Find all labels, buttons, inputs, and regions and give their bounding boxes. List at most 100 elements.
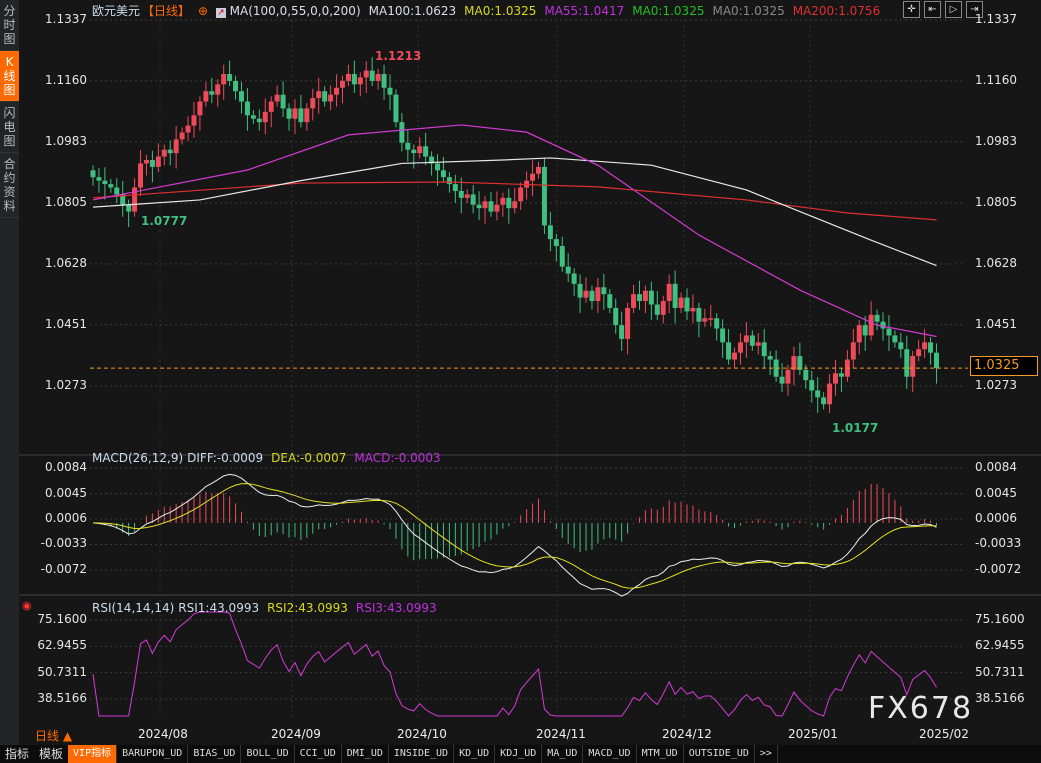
candle-body (310, 98, 316, 109)
date-tick: 2024/09 (271, 727, 321, 741)
candle-body (399, 122, 405, 143)
candle-body (856, 325, 862, 343)
candle-body (464, 194, 470, 198)
tab-kdj[interactable]: KDJ_UD (495, 745, 543, 763)
zoom-left-icon[interactable]: ⇤ (924, 1, 941, 18)
sidebar-item-contract-info[interactable]: 合约资料 (0, 153, 19, 218)
tab-macd[interactable]: MACD_UD (583, 745, 637, 763)
period-selector[interactable]: 日线 ▲ (35, 729, 73, 743)
sidebar-item-timeshare[interactable]: 分时图 (0, 0, 19, 51)
candle-body (530, 173, 536, 181)
tab-dmi[interactable]: DMI_UD (342, 745, 389, 763)
ma0-value-yellow: MA0:1.0325 (464, 4, 537, 18)
candle-body (250, 115, 256, 119)
tab-kd[interactable]: KD_UD (454, 745, 496, 763)
chart-canvas[interactable] (0, 0, 1041, 745)
tab-inside[interactable]: INSIDE_UD (389, 745, 455, 763)
candle-body (96, 177, 102, 181)
candle-body (886, 328, 892, 336)
candle-body (440, 170, 446, 178)
tab-ma[interactable]: MA_UD (542, 745, 584, 763)
rsi-alert-icon[interactable]: ◉ (22, 599, 32, 612)
candle-body (720, 328, 726, 343)
candle-body (274, 94, 280, 102)
candle-body (138, 163, 144, 188)
candle-body (393, 94, 399, 123)
sidebar-item-kline[interactable]: K线图 (0, 51, 19, 102)
tab-bias[interactable]: BIAS_UD (188, 745, 242, 763)
crosshair-icon[interactable]: ✛ (903, 1, 920, 18)
ma-params: MA(100,0,55,0,0,200) (229, 4, 361, 18)
candle-body (316, 91, 322, 99)
candle-body (387, 87, 393, 95)
macd-legend: MACD(26,12,9) DIFF:-0.0009 DEA:-0.0007 MACD… (92, 451, 449, 465)
candle-body (565, 266, 571, 274)
price-tick: 1.0451 (45, 316, 87, 331)
candle-body (488, 201, 494, 212)
candle-body (743, 335, 749, 343)
tab-indicators[interactable]: 指标 (5, 747, 30, 761)
macd-dea-line (92, 483, 937, 589)
candle-body (696, 307, 702, 322)
scroll-end-icon[interactable]: ⇥ (966, 1, 983, 18)
candle-body (227, 74, 233, 81)
candle-body (446, 177, 452, 185)
zoom-right-icon[interactable]: ▷ (945, 1, 962, 18)
tab-templates[interactable]: 模板 (39, 747, 64, 761)
candle-body (607, 294, 613, 308)
candle-body (458, 190, 464, 198)
candle-body (381, 74, 387, 88)
date-tick: 2024/08 (138, 727, 188, 741)
candle-body (155, 156, 161, 167)
low-annotation-jan: 1.0177 (832, 421, 879, 435)
candle-body (815, 390, 821, 398)
price-tick: 1.0805 (45, 195, 87, 209)
ma55-line (92, 124, 937, 338)
candle-body (375, 74, 381, 81)
price-tick: 1.0983 (975, 133, 1017, 148)
candle-body (910, 356, 916, 377)
candle-body (114, 187, 120, 195)
tab-cci[interactable]: CCI_UD (295, 745, 342, 763)
candle-body (874, 314, 880, 322)
period-label: 【日线】 (142, 4, 191, 18)
tab-mtm[interactable]: MTM_UD (637, 745, 684, 763)
macd-diff: DIFF:-0.0009 (187, 451, 264, 465)
candle-body (363, 70, 369, 78)
tab-barupdn[interactable]: BARUPDN_UD (117, 745, 189, 763)
ma100-value: MA100:1.0623 (368, 4, 457, 18)
candle-body (892, 335, 898, 343)
ma0-value-gray: MA0:1.0325 (712, 4, 785, 18)
sidebar-item-flash[interactable]: 闪电图 (0, 102, 19, 153)
tab-vip-indicators[interactable]: VIP指标 (68, 745, 118, 763)
candle-body (642, 290, 648, 302)
tab-boll[interactable]: BOLL_UD (241, 745, 295, 763)
candle-body (108, 184, 114, 188)
rsi-tick: 50.7311 (975, 664, 1025, 679)
candle-body (654, 304, 660, 315)
indicator-chart-icon[interactable]: ↗ (216, 8, 226, 18)
macd-value: MACD:-0.0003 (354, 451, 441, 465)
candle-body (423, 146, 429, 157)
high-annotation: 1.1213 (375, 49, 422, 63)
tabs-more-button[interactable]: >> (755, 745, 778, 763)
candle-body (601, 287, 607, 295)
macd-dea: DEA:-0.0007 (271, 451, 347, 465)
candle-body (690, 307, 696, 312)
candle-body (476, 204, 482, 209)
date-tick: 2024/11 (536, 727, 586, 741)
price-tick: 1.0273 (975, 378, 1017, 393)
candle-body (708, 318, 714, 320)
macd-tick: 0.0045 (975, 485, 1017, 500)
price-tick: 1.0451 (975, 316, 1017, 331)
candle-body (749, 335, 755, 346)
settings-icon[interactable]: ⊕ (198, 4, 209, 18)
candle-body (868, 314, 874, 336)
candle-body (684, 297, 690, 312)
candle-body (809, 380, 815, 391)
price-tick: 1.1160 (975, 72, 1017, 87)
candle-body (518, 187, 524, 202)
tab-outside[interactable]: OUTSIDE_UD (684, 745, 755, 763)
candle-body (571, 273, 577, 284)
macd-tick: -0.0072 (40, 561, 87, 576)
